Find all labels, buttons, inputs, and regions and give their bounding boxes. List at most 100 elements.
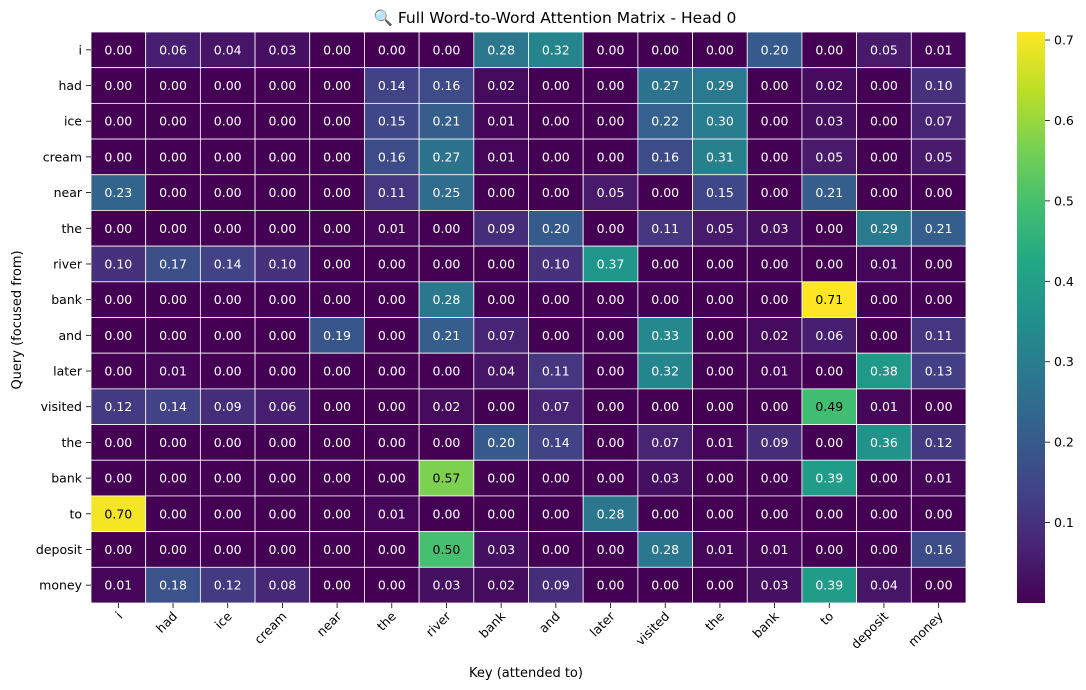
cell-value-label: 0.00 [706,399,734,414]
cell-value-label: 0.21 [433,328,461,343]
cell-value-label: 0.00 [870,78,898,93]
heatmap-cell [473,245,529,283]
cell-value-label: 0.00 [268,149,296,164]
y-tick-label: the [61,221,82,236]
heatmap-cell [528,174,584,211]
cell-value-label: 0.00 [597,114,625,129]
heatmap-cell [582,174,639,211]
cell-value-label: 0.00 [487,399,515,414]
heatmap-cell [364,566,420,604]
y-axis-ticks: i had ice cream near the river bank and later visi… [36,42,91,593]
y-tick-label: the [61,435,82,450]
cell-value-label: 0.00 [104,292,132,307]
x-tick-label: and [536,609,563,636]
cell-value-label: 0.00 [433,221,461,236]
heatmap-cell [364,281,420,318]
cell-value-label: 0.14 [542,435,570,450]
x-tick-label: to [817,609,836,628]
heatmap-cell [746,495,803,533]
heatmap-cell [145,352,201,390]
heatmap-cell [254,459,311,497]
heatmap-cell [364,245,420,283]
heatmap-cell [418,67,475,104]
cell-value-label: 0.01 [761,364,789,379]
heatmap-cell [199,317,256,354]
cell-value-label: 0.39 [815,578,843,593]
heatmap-cell [364,67,420,104]
cell-value-label: 0.03 [761,221,789,236]
heatmap-cell [145,31,201,69]
cell-value-label: 0.00 [214,471,242,486]
heatmap-cell [856,424,912,461]
cell-value-label: 0.00 [104,78,132,93]
heatmap-cell [199,495,256,533]
cell-value-label: 0.14 [378,78,406,93]
cell-value-label: 0.00 [268,435,296,450]
heatmap-cell [309,174,365,211]
cell-value-label: 0.02 [433,399,461,414]
heatmap-cell [418,424,475,461]
cell-value-label: 0.00 [597,399,625,414]
cell-value-label: 0.00 [815,42,843,57]
cell-value-label: 0.11 [378,185,406,200]
cell-value-label: 0.10 [925,78,953,93]
cell-value-label: 0.00 [268,506,296,521]
cell-value-label: 0.00 [268,221,296,236]
heatmap-cell [254,495,311,533]
cell-value-label: 0.01 [925,471,953,486]
cell-value-label: 0.00 [870,185,898,200]
heatmap-cell [90,531,147,568]
cell-value-label: 0.00 [323,256,351,271]
heatmap-cell [418,388,475,425]
cell-value-label: 0.07 [487,328,515,343]
cell-value-label: 0.00 [433,256,461,271]
heatmap-cell [90,138,147,176]
cell-value-label: 0.19 [323,328,351,343]
cell-value-label: 0.15 [706,185,734,200]
cell-value-label: 0.00 [214,114,242,129]
heatmap-cell [473,531,529,568]
colorbar-tick-label: 0.3 [1054,354,1074,369]
cell-value-label: 0.00 [870,471,898,486]
heatmap-cell [254,102,311,140]
cell-value-label: 0.00 [104,435,132,450]
cell-value-label: 0.00 [597,292,625,307]
cell-value-label: 0.03 [815,114,843,129]
cell-value-label: 0.00 [542,78,570,93]
heatmap-cell [145,210,201,247]
heatmap-cell [582,531,639,568]
heatmap-cell [309,566,365,604]
x-tick-label: deposit [848,608,891,651]
heatmap-cell [473,352,529,390]
heatmap-cell [528,281,584,318]
cell-value-label: 0.00 [815,506,843,521]
heatmap-cell [199,459,256,497]
heatmap-cell [364,388,420,425]
cell-value-label: 0.12 [925,435,953,450]
heatmap-cell [637,317,693,354]
cell-value-label: 0.00 [542,114,570,129]
heatmap-cell [473,102,529,140]
cell-value-label: 0.00 [378,292,406,307]
heatmap-cell [254,174,311,211]
cell-value-label: 0.07 [925,114,953,129]
cell-value-label: 0.00 [378,578,406,593]
cell-value-label: 0.00 [925,256,953,271]
heatmap-cell [254,281,311,318]
heatmap-cell [473,138,529,176]
cell-value-label: 0.28 [651,542,679,557]
cell-value-label: 0.29 [706,78,734,93]
heatmap-cell [746,424,803,461]
heatmap-cell [90,424,147,461]
cell-value-label: 0.23 [104,185,132,200]
cell-value-label: 0.00 [268,364,296,379]
heatmap-cell [856,495,912,533]
cell-value-label: 0.05 [870,42,898,57]
heatmap-cell [90,317,147,354]
heatmap-cell [309,531,365,568]
heatmap-cell [309,424,365,461]
heatmap-cell [582,566,639,604]
heatmap-cell [637,424,693,461]
heatmap-cell [418,317,475,354]
